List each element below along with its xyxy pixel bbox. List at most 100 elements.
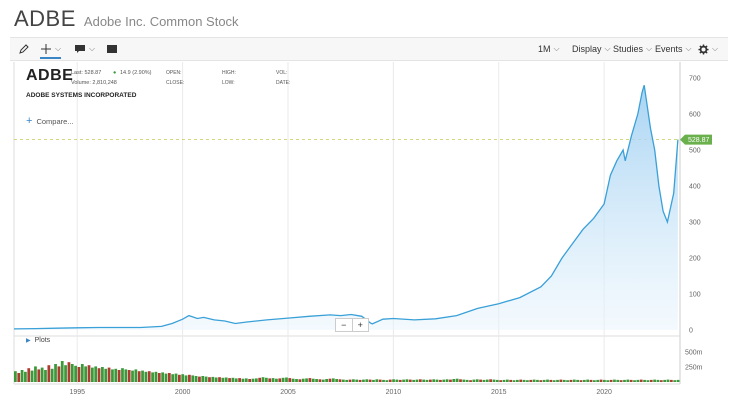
volume-bar — [315, 379, 318, 382]
volume-bar — [462, 379, 466, 382]
y-tick-label: 600 — [689, 112, 701, 119]
chevron-down-icon: ⌵ — [685, 44, 692, 53]
display-label: Display — [572, 44, 602, 54]
volume-bar — [352, 379, 355, 382]
volume-bar — [603, 379, 606, 382]
volume-bar — [669, 379, 673, 382]
volume-bar — [335, 379, 339, 382]
volume-bar — [281, 377, 285, 382]
volume-bar — [275, 378, 278, 382]
volume-bar — [442, 379, 446, 382]
volume-bar — [238, 378, 241, 382]
chevron-down-icon: ⌵ — [712, 44, 719, 53]
volume-bar — [526, 380, 529, 382]
display-button[interactable]: Display ⌵ — [572, 41, 611, 57]
x-tick-label: 2010 — [386, 389, 402, 396]
volume-bar — [599, 379, 603, 382]
volume-bar — [522, 379, 526, 382]
volume-bar — [231, 377, 235, 382]
volume-bar — [161, 372, 165, 382]
volume-bar — [244, 378, 248, 382]
chevron-down-icon: ⌵ — [604, 44, 611, 53]
crosshair-icon — [41, 44, 51, 54]
settings-button[interactable]: ⌵ — [698, 41, 718, 57]
volume-bar — [489, 379, 492, 382]
volume-bar — [418, 379, 422, 382]
y-tick-label: 0 — [689, 328, 693, 335]
plots-toggle[interactable]: ▶ Plots — [26, 337, 50, 344]
volume-bar — [579, 380, 583, 382]
events-button[interactable]: Events ⌵ — [655, 41, 692, 57]
x-tick-label: 2015 — [491, 389, 507, 396]
volume-bar — [676, 379, 680, 382]
volume-bar — [372, 379, 375, 382]
volume-bar — [569, 379, 573, 382]
volume-bar — [482, 379, 486, 382]
chevron-down-icon: ⌵ — [55, 44, 62, 53]
volume-bar — [445, 379, 449, 382]
crosshair-button[interactable]: ⌵ — [40, 41, 62, 59]
volume-bar — [321, 379, 325, 382]
volume-bar — [305, 378, 308, 382]
volume-bar — [214, 377, 218, 382]
volume-bar — [422, 379, 426, 382]
volume-bar — [27, 368, 31, 382]
zoom-in-button[interactable]: + — [351, 319, 369, 331]
volume-bar — [144, 371, 148, 382]
volume-bar — [254, 378, 258, 382]
volume-bar — [301, 378, 305, 382]
draw-button[interactable] — [18, 41, 30, 57]
volume-bar — [388, 379, 392, 382]
volume-bar — [432, 379, 436, 382]
volume-bar — [348, 379, 352, 382]
volume-bar — [375, 379, 379, 382]
volume-bar — [174, 373, 178, 382]
volume-bar — [288, 378, 292, 382]
y-tick-label: 700 — [689, 76, 701, 83]
volume-bar — [516, 379, 519, 382]
volume-bar — [291, 378, 295, 382]
volume-bar — [341, 379, 345, 382]
volume-bar — [465, 379, 469, 382]
volume-bar — [311, 378, 315, 382]
volume-bar — [278, 378, 282, 382]
interval-button[interactable]: 1M ⌵ — [538, 41, 560, 57]
volume-bar — [154, 371, 158, 382]
volume-bar — [358, 379, 362, 382]
volume-bar — [201, 376, 205, 382]
volume-bar — [318, 379, 322, 382]
x-tick-label: 2005 — [280, 389, 296, 396]
comment-button[interactable]: ⌵ — [74, 41, 95, 57]
volume-bar — [191, 375, 195, 382]
pencil-icon — [19, 44, 29, 54]
volume-bar — [629, 379, 633, 382]
volume-bar — [606, 380, 610, 382]
volume-bar — [328, 378, 332, 382]
volume-bar — [455, 378, 459, 382]
interval-label: 1M — [538, 44, 551, 54]
header-company-name: Adobe Inc. Common Stock — [83, 14, 239, 29]
compare-button[interactable]: + Compare... — [26, 115, 74, 127]
studies-button[interactable]: Studies ⌵ — [613, 41, 652, 57]
volume-bar — [121, 368, 124, 382]
screen-button[interactable] — [106, 41, 118, 57]
volume-bar — [428, 379, 432, 382]
volume-bar — [646, 380, 650, 382]
volume-bar — [104, 368, 108, 382]
volume-bar — [566, 380, 569, 382]
volume-bar — [502, 379, 506, 382]
volume-bar — [167, 373, 171, 382]
volume-bar — [228, 378, 231, 382]
zoom-controls: − + — [335, 318, 369, 332]
volume-bar — [34, 366, 37, 382]
zoom-out-button[interactable]: − — [341, 320, 347, 330]
volume-bar — [285, 377, 288, 382]
volume-bar — [405, 379, 409, 382]
volume-bar — [666, 379, 670, 382]
volume-bar — [412, 379, 416, 382]
volume-bar — [576, 379, 579, 382]
volume-bar — [572, 379, 576, 382]
volume-bar — [586, 379, 590, 382]
volume-bar — [395, 379, 399, 382]
